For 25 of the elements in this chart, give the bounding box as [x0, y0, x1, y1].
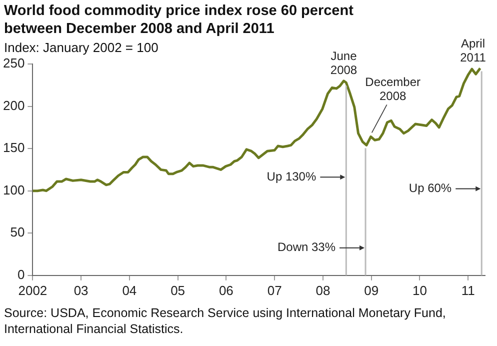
y-tick-label: 250	[2, 56, 25, 71]
source-note: Source: USDA, Economic Research Service using International Monetary Fund, International Financial Statistics.	[4, 305, 447, 337]
chart-title: World food commodity price index rose 60 percent between December 2008 and April 2011	[4, 2, 354, 38]
ref-line-label: Up 60%	[408, 181, 452, 196]
y-tick-label: 0	[17, 266, 25, 282]
annotation: December 2008	[365, 75, 421, 104]
x-tick-label: 06	[218, 282, 234, 298]
x-tick-label: 11	[461, 282, 475, 298]
x-tick-label: 03	[74, 282, 88, 298]
y-tick-label: 100	[2, 182, 25, 198]
y-tick-label: 200	[2, 98, 25, 113]
x-tick-label: 07	[267, 282, 282, 298]
ref-line-label: Up 130%	[266, 169, 316, 184]
x-tick-label: 09	[364, 282, 379, 298]
x-tick-label: 05	[170, 282, 186, 298]
annotation: June 2008	[330, 49, 358, 78]
x-tick-label: 08	[316, 282, 330, 298]
x-tick-label: 2002	[18, 282, 48, 298]
ref-line-label: Down 33%	[277, 240, 336, 254]
x-tick-label: 04	[122, 282, 137, 298]
chart-subtitle: Index: January 2002 = 100	[4, 40, 158, 55]
y-tick-label: 50	[10, 224, 25, 240]
y-tick-label: 150	[2, 140, 25, 156]
annotation: April 2011	[460, 36, 486, 65]
x-tick-label: 10	[412, 282, 427, 298]
